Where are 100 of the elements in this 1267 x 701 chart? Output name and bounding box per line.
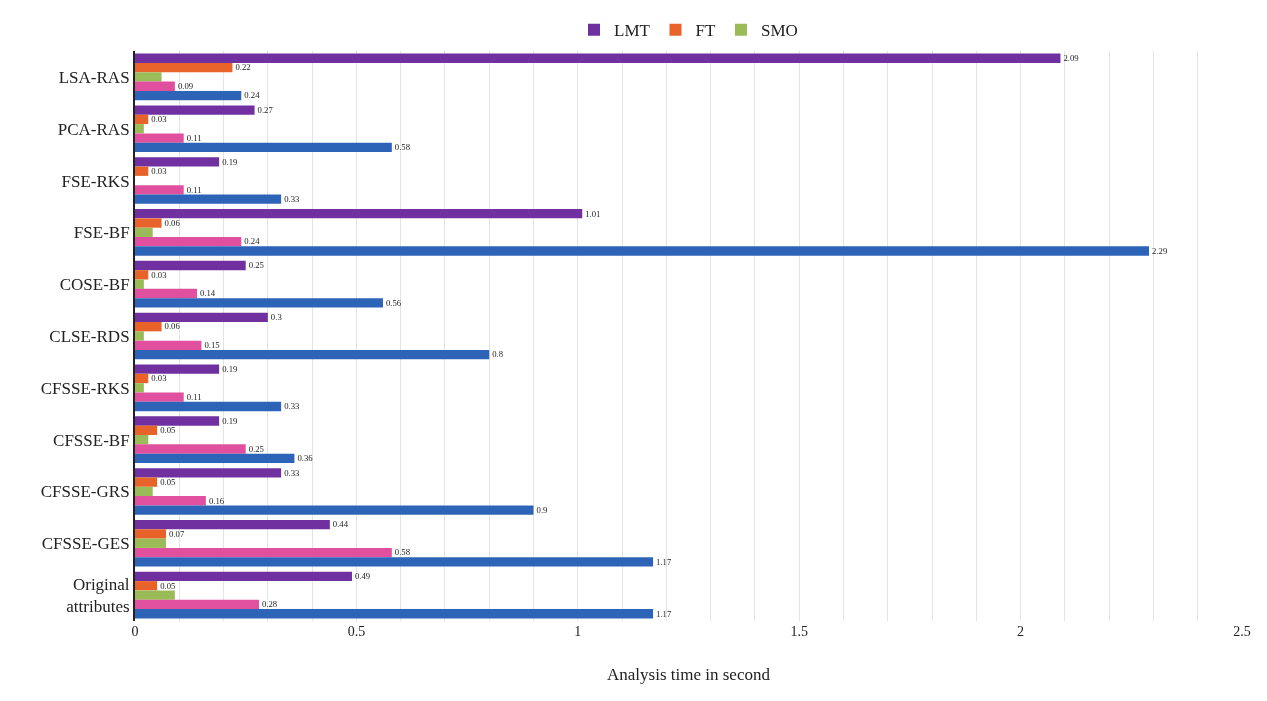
bar [135, 581, 158, 591]
x-tick-label: 1.5 [790, 624, 808, 639]
bar [135, 486, 153, 497]
bar [135, 496, 206, 506]
data-label: 0.36 [297, 453, 314, 464]
bar [135, 114, 149, 125]
bar [135, 270, 149, 280]
bar [135, 425, 158, 435]
bar [135, 288, 197, 299]
bar [135, 547, 392, 558]
data-label: 0.03 [151, 166, 167, 177]
data-label: 1.17 [656, 608, 672, 619]
data-label: 0.27 [257, 104, 274, 115]
y-tick-label: CFSSE-GRS [40, 482, 130, 502]
data-label: 0.11 [186, 391, 202, 402]
data-label: 1.01 [585, 208, 601, 219]
bar [135, 444, 246, 454]
data-label: 0.11 [186, 132, 202, 143]
data-label: 0.25 [248, 260, 264, 271]
data-label: 0.24 [244, 236, 261, 247]
data-label: 0.19 [222, 415, 238, 426]
bar [135, 142, 392, 153]
bar [135, 53, 1061, 63]
data-label: 0.03 [151, 114, 167, 125]
bar [135, 62, 233, 73]
x-tick-label: 0.5 [347, 624, 366, 639]
bar [135, 124, 144, 134]
bar [135, 133, 184, 143]
y-tick-label: CFSSE-BF [53, 430, 130, 450]
bar [135, 529, 166, 539]
bar [135, 468, 282, 478]
bar [135, 227, 153, 238]
y-tick-label: CFSSE-RKS [40, 378, 130, 398]
bar [135, 157, 220, 167]
x-axis-title: Analysis time in second [607, 665, 771, 685]
bar [135, 81, 175, 91]
y-tick-label: COSE-BF [59, 275, 130, 295]
legend-label: SMO [760, 21, 798, 41]
bar [135, 434, 149, 445]
data-label: 0.15 [204, 340, 220, 351]
bar [135, 590, 175, 600]
data-label: 0.06 [164, 321, 181, 332]
bar [135, 72, 162, 82]
y-tick-label: PCA-RAS [57, 119, 130, 139]
bar [135, 185, 184, 195]
y-tick-label: LSA-RAS [58, 67, 130, 87]
bar [135, 194, 282, 204]
bar [135, 373, 149, 384]
data-label: 0.33 [284, 194, 300, 204]
bar [135, 260, 246, 271]
bar [135, 609, 654, 619]
bar [135, 218, 162, 228]
y-tick-label: CLSE-RDS [49, 326, 130, 346]
bar [135, 538, 166, 548]
data-label: 0.11 [186, 184, 202, 195]
data-label: 0.22 [235, 62, 251, 73]
data-label: 0.3 [270, 312, 282, 323]
bar [135, 298, 383, 308]
data-label: 0.03 [151, 373, 167, 384]
bar [135, 557, 654, 567]
data-label: 0.56 [385, 297, 402, 308]
data-label: 0.14 [200, 288, 216, 299]
y-tick-label: FSE-BF [73, 223, 130, 243]
data-label: 1.17 [656, 556, 672, 567]
bar [135, 505, 534, 515]
bar [135, 246, 1150, 256]
data-label: 0.44 [332, 519, 349, 530]
bar [135, 105, 255, 115]
data-label: 0.33 [284, 401, 300, 412]
bar [135, 416, 220, 426]
x-tick-label: 0 [131, 624, 139, 639]
data-label: 0.03 [151, 269, 167, 280]
bar [135, 383, 144, 393]
data-label: 0.16 [208, 495, 225, 506]
data-label: 2.29 [1152, 245, 1168, 256]
y-tick-label: CFSSE-GES [41, 534, 130, 554]
x-tick-label: 2 [1017, 624, 1025, 639]
bar [135, 279, 144, 289]
y-tick-label: FSE-RKS [61, 171, 130, 191]
data-label: 0.9 [536, 504, 548, 515]
bar [135, 453, 295, 463]
data-label: 0.28 [262, 599, 278, 610]
x-tick-label: 1 [574, 624, 582, 639]
legend-label: FT [695, 21, 716, 41]
data-label: 0.05 [160, 425, 176, 436]
bar [135, 364, 220, 374]
data-label: 0.33 [284, 467, 300, 478]
data-label: 0.25 [248, 443, 264, 454]
legend-label: LMT [614, 21, 651, 41]
data-label: 0.58 [394, 547, 411, 558]
data-label: 0.24 [244, 90, 261, 101]
data-label: 0.06 [164, 217, 181, 228]
bar [135, 166, 149, 176]
bar [135, 519, 330, 530]
bar [135, 340, 202, 350]
data-label: 0.07 [169, 528, 185, 539]
data-label: 2.09 [1063, 53, 1079, 64]
bar [135, 392, 184, 402]
bar [135, 209, 583, 219]
data-label: 0.05 [160, 580, 176, 591]
